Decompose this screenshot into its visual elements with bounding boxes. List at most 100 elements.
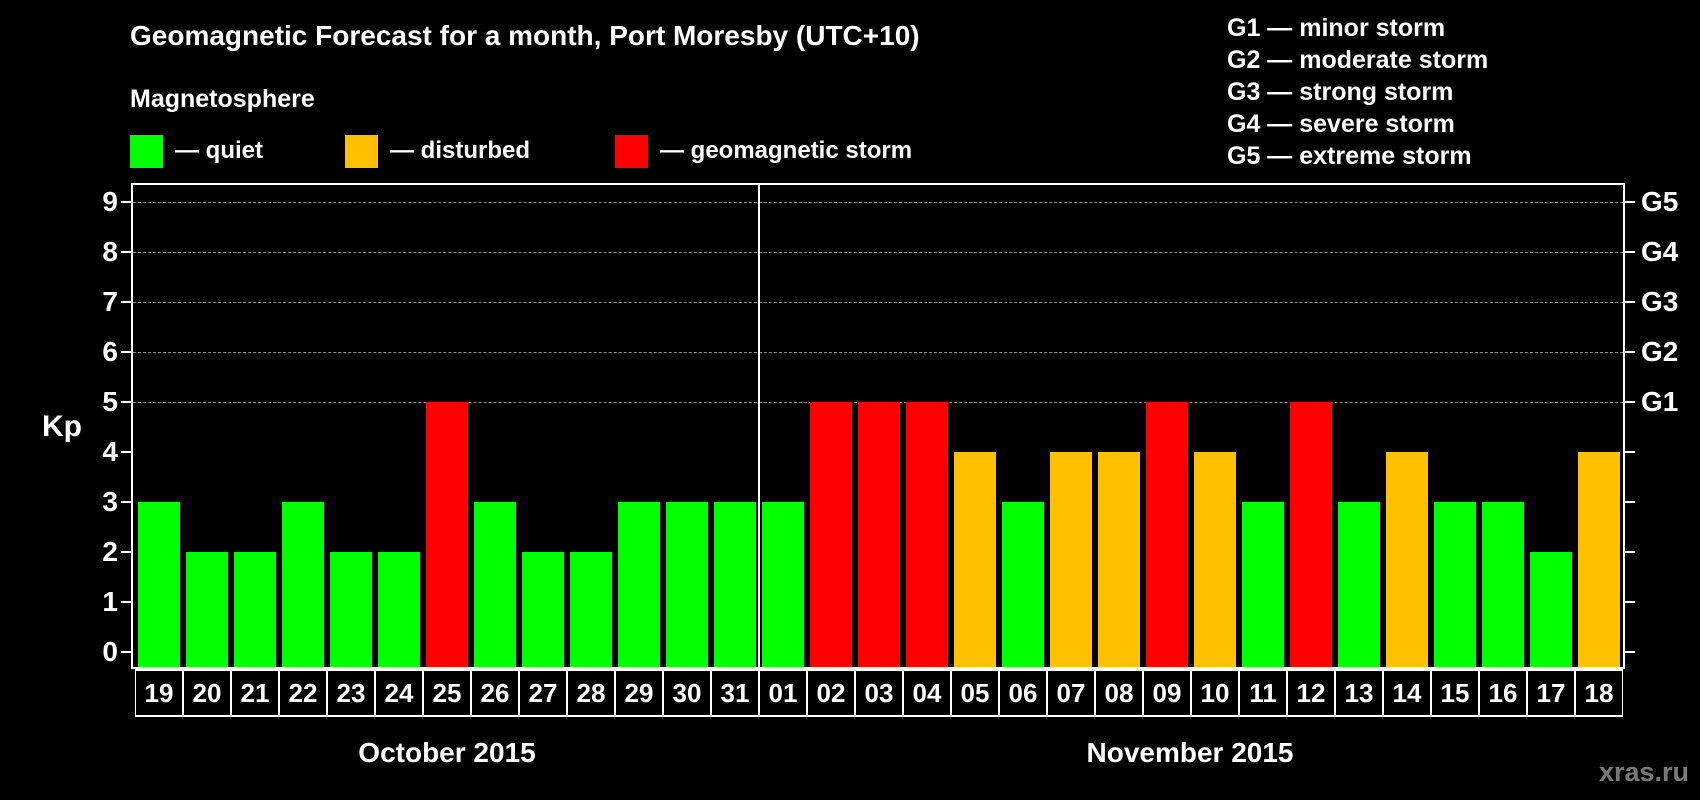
y-tick-right — [1625, 601, 1635, 603]
date-label: 29 — [615, 669, 663, 717]
bar-quiet — [714, 502, 756, 669]
bar-storm — [906, 402, 948, 669]
y-tick-label: 5 — [102, 386, 118, 417]
date-label: 12 — [1287, 669, 1335, 717]
y-tick-label: 0 — [102, 636, 118, 667]
bar-quiet — [570, 552, 612, 669]
y-tick — [121, 601, 131, 603]
month-divider — [758, 183, 760, 669]
bar-disturbed — [1194, 452, 1236, 669]
quiet-swatch-icon — [130, 134, 163, 168]
date-label: 11 — [1239, 669, 1287, 717]
date-label: 18 — [1575, 669, 1623, 717]
y-tick-right — [1625, 301, 1635, 303]
date-label: 14 — [1383, 669, 1431, 717]
date-label: 25 — [423, 669, 471, 717]
bar-quiet — [474, 502, 516, 669]
bar-quiet — [1530, 552, 1572, 669]
plot-frame — [131, 183, 1625, 669]
date-label: 23 — [327, 669, 375, 717]
y-tick — [121, 251, 131, 253]
bar-quiet — [618, 502, 660, 669]
bar-quiet — [1482, 502, 1524, 669]
storm-scale-g4: G4 — severe storm — [1227, 110, 1455, 138]
bar-storm — [426, 402, 468, 669]
date-label: 01 — [759, 669, 807, 717]
storm-scale-g5: G5 — extreme storm — [1227, 142, 1472, 170]
y-tick-right — [1625, 251, 1635, 253]
bar-storm — [1290, 402, 1332, 669]
bar-disturbed — [954, 452, 996, 669]
bar-storm — [1146, 402, 1188, 669]
g-scale-label: G4 — [1641, 236, 1679, 267]
storm-scale-legend: G1 — minor storm G2 — moderate storm G3 … — [1227, 12, 1488, 172]
y-tick — [121, 201, 131, 203]
bar-disturbed — [1050, 452, 1092, 669]
bar-quiet — [522, 552, 564, 669]
month-label-november: November 2015 — [1086, 737, 1294, 768]
y-tick-right — [1625, 201, 1635, 203]
bar-quiet — [1338, 502, 1380, 669]
date-label: 27 — [519, 669, 567, 717]
legend-disturbed-label: — disturbed — [390, 137, 531, 164]
date-label: 08 — [1095, 669, 1143, 717]
date-label: 26 — [471, 669, 519, 717]
y-axis-label: Kp — [42, 410, 82, 443]
date-label: 30 — [663, 669, 711, 717]
bar-quiet — [138, 502, 180, 669]
storm-scale-g1: G1 — minor storm — [1227, 14, 1446, 42]
gridline — [133, 352, 1623, 353]
date-label: 05 — [951, 669, 999, 717]
date-label: 02 — [807, 669, 855, 717]
bar-quiet — [282, 502, 324, 669]
date-label: 20 — [183, 669, 231, 717]
g-scale-label: G3 — [1641, 286, 1679, 317]
date-label: 21 — [231, 669, 279, 717]
date-label: 09 — [1143, 669, 1191, 717]
y-tick-right — [1625, 451, 1635, 453]
y-tick-label: 1 — [102, 586, 118, 617]
bar-disturbed — [1578, 452, 1620, 669]
y-tick-label: 3 — [102, 486, 118, 517]
y-tick-label: 7 — [102, 286, 118, 317]
date-label: 28 — [567, 669, 615, 717]
date-label: 19 — [135, 669, 183, 717]
chart-title: Geomagnetic Forecast for a month, Port M… — [130, 20, 920, 51]
legend-storm: — geomagnetic storm — [615, 134, 912, 168]
y-tick-right — [1625, 551, 1635, 553]
date-label: 10 — [1191, 669, 1239, 717]
y-tick-label: 4 — [102, 436, 118, 467]
watermark: xras.ru — [1598, 757, 1689, 787]
y-tick — [121, 401, 131, 403]
y-tick-label: 8 — [102, 236, 118, 267]
bar-disturbed — [1386, 452, 1428, 669]
bar-quiet — [234, 552, 276, 669]
y-tick — [121, 651, 131, 653]
bar-quiet — [1242, 502, 1284, 669]
magnetosphere-heading: Magnetosphere — [130, 85, 315, 113]
legend-disturbed: — disturbed — [345, 134, 530, 168]
date-label: 04 — [903, 669, 951, 717]
y-tick — [121, 451, 131, 453]
date-label: 06 — [999, 669, 1047, 717]
storm-scale-g3: G3 — strong storm — [1227, 78, 1454, 106]
date-label: 03 — [855, 669, 903, 717]
y-tick-right — [1625, 401, 1635, 403]
date-label: 22 — [279, 669, 327, 717]
bar-quiet — [1434, 502, 1476, 669]
y-tick — [121, 351, 131, 353]
bar-storm — [858, 402, 900, 669]
date-label: 17 — [1527, 669, 1575, 717]
bar-quiet — [666, 502, 708, 669]
bar-storm — [810, 402, 852, 669]
y-tick — [121, 551, 131, 553]
bar-quiet — [330, 552, 372, 669]
bar-disturbed — [1098, 452, 1140, 669]
date-label: 15 — [1431, 669, 1479, 717]
legend-quiet-label: — quiet — [175, 137, 263, 164]
date-label: 24 — [375, 669, 423, 717]
g-scale-label: G5 — [1641, 186, 1679, 217]
gridline — [133, 302, 1623, 303]
y-tick-label: 9 — [102, 186, 118, 217]
y-tick-right — [1625, 351, 1635, 353]
